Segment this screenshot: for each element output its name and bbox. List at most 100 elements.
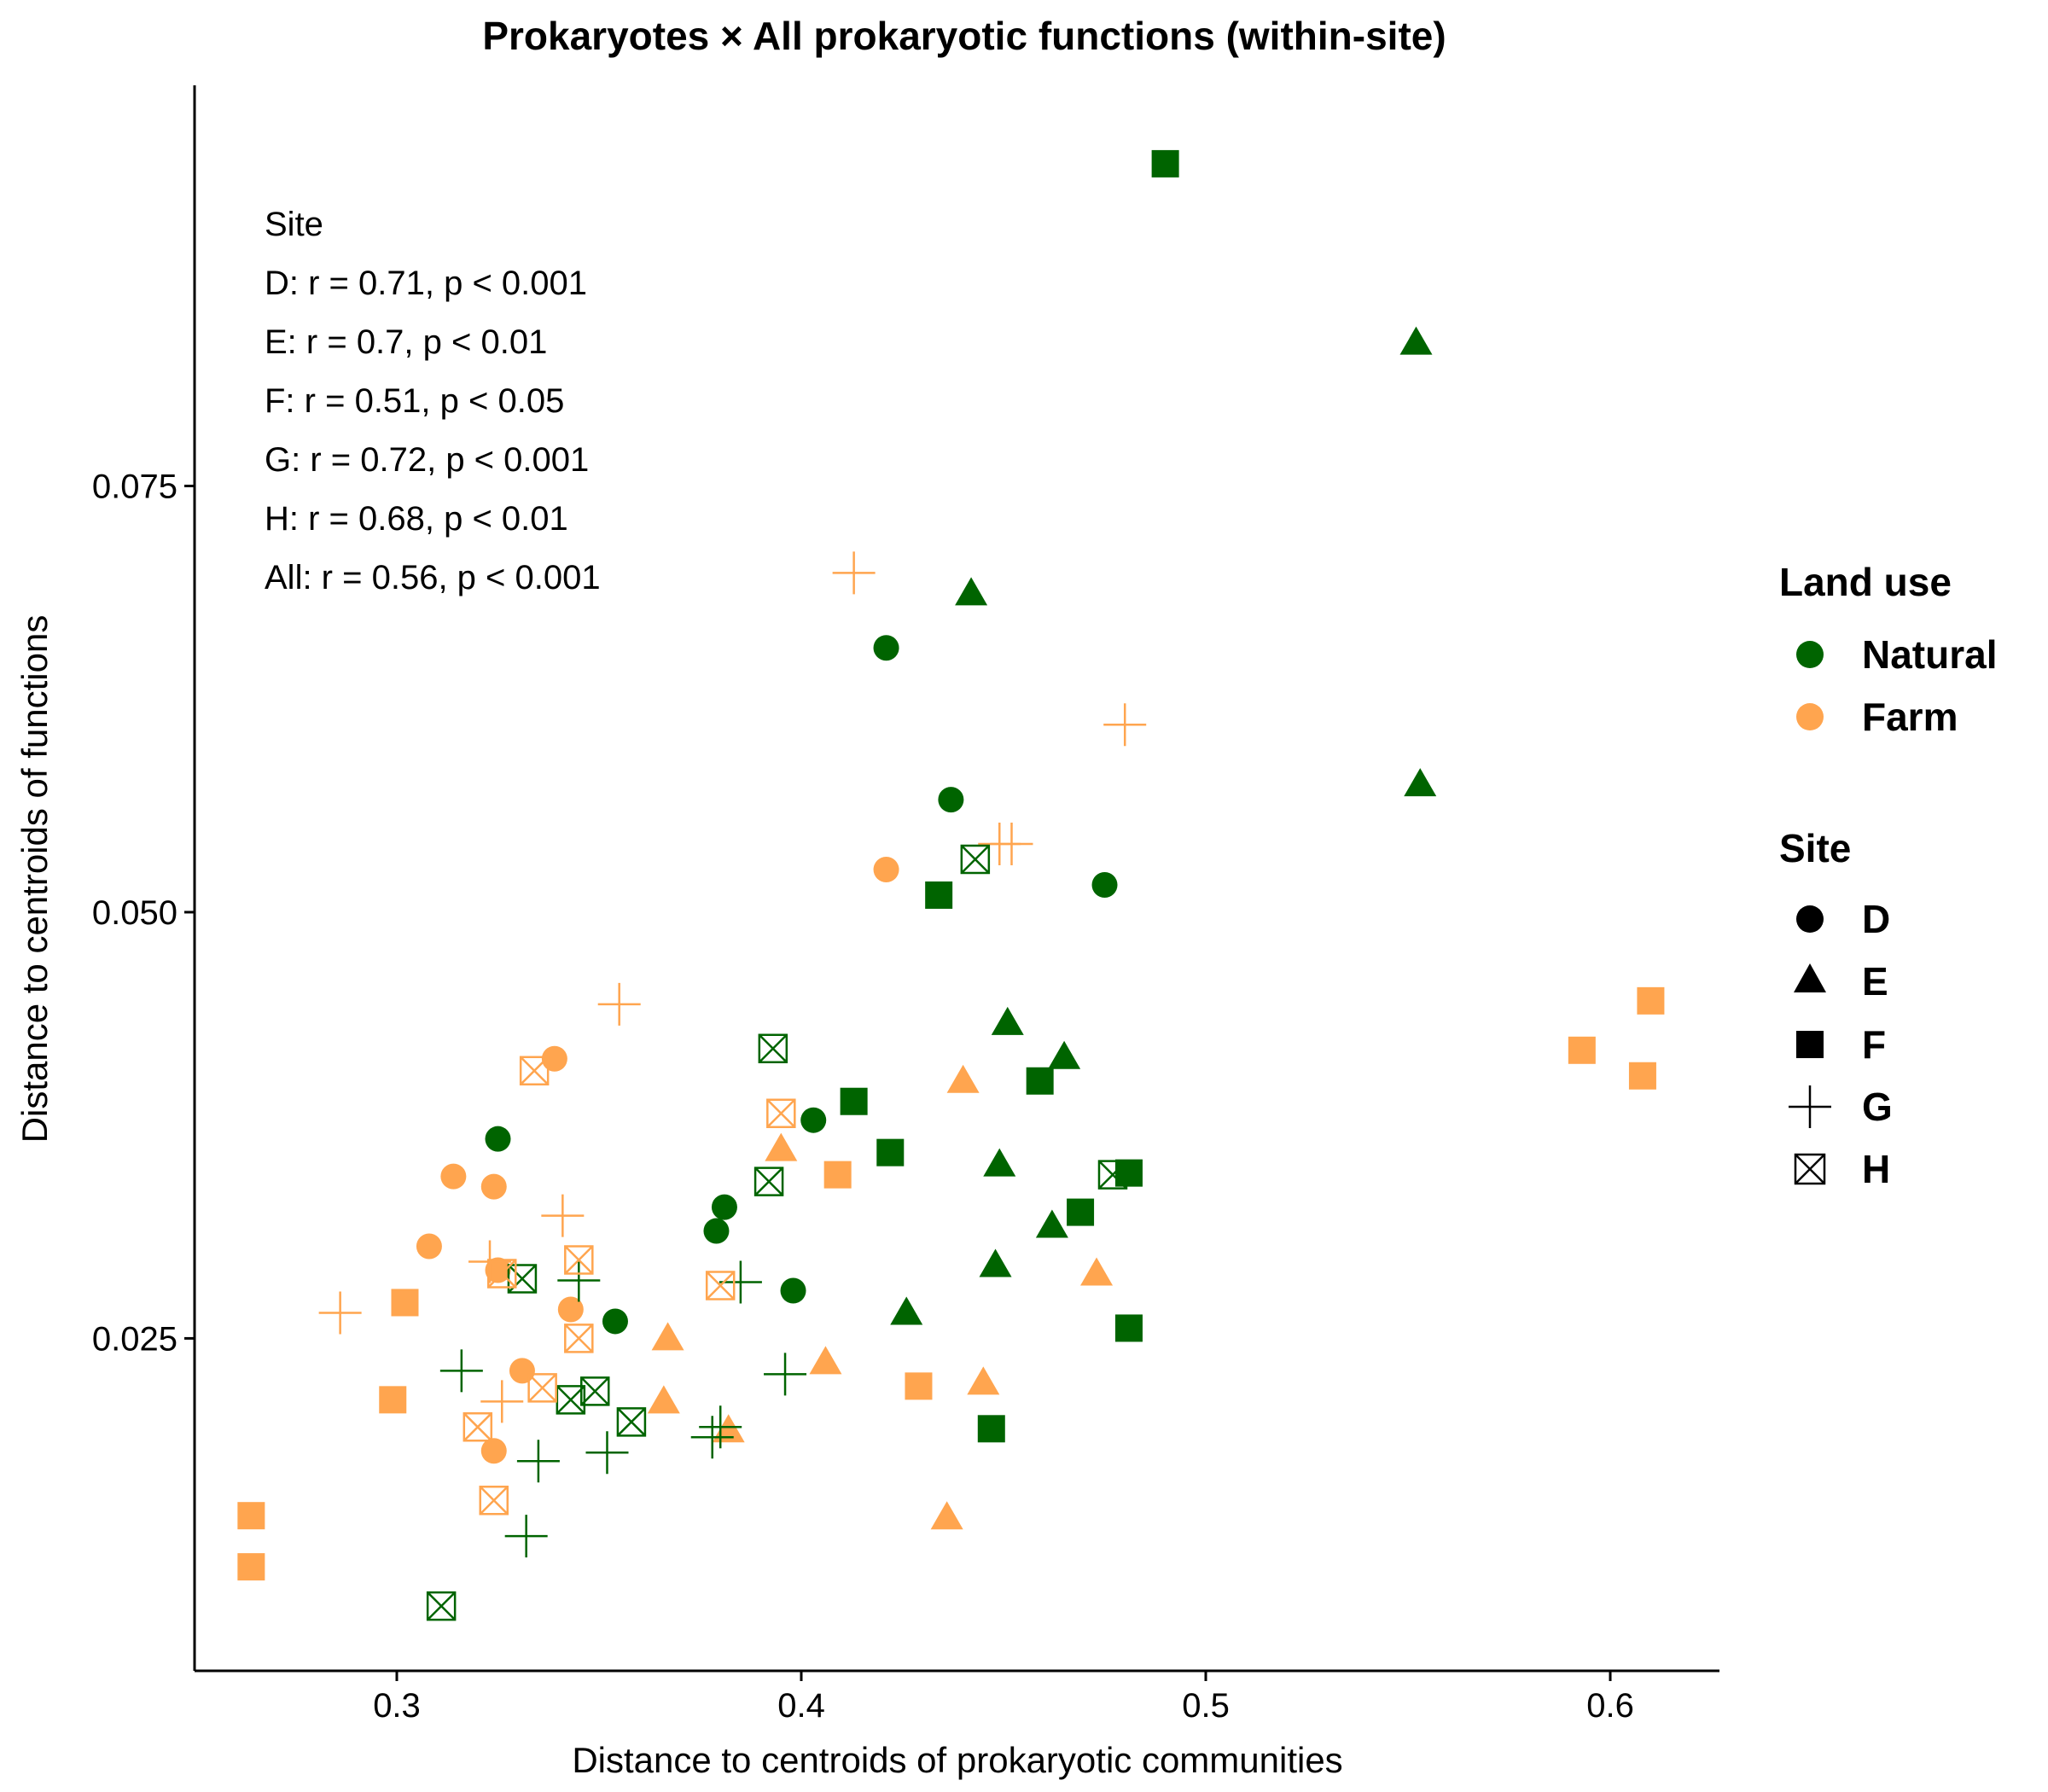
point-site-g-natural [719, 1260, 762, 1304]
annotation-heading: Site [265, 206, 323, 243]
point-site-f-natural [1026, 1067, 1054, 1095]
point-site-f-farm [391, 1289, 419, 1317]
point-site-f-natural [1151, 149, 1179, 177]
point-site-h-farm [519, 1056, 550, 1086]
point-site-d-natural [800, 1107, 827, 1133]
annotation-line-f: F: r = 0.51, p < 0.05 [265, 382, 564, 420]
point-site-g-farm [318, 1291, 362, 1335]
correlation-annotation: Site D: r = 0.71, p < 0.001 E: r = 0.7, … [265, 206, 601, 596]
legend-site-title: Site [1779, 826, 1851, 870]
plot-area [237, 149, 1665, 1621]
point-site-f-farm [379, 1386, 407, 1414]
point-site-e-farm [809, 1346, 842, 1375]
point-site-g-farm [541, 1194, 585, 1237]
point-site-e-natural [983, 1148, 1016, 1177]
legend-site-g-swatch [1789, 1085, 1831, 1128]
point-site-h-farm [463, 1412, 493, 1442]
point-site-e-natural [1035, 1209, 1068, 1238]
point-site-g-natural [516, 1440, 560, 1483]
point-site-g-farm [597, 982, 641, 1026]
point-site-d-natural [1091, 871, 1118, 898]
point-site-d-natural [873, 635, 899, 661]
point-site-d-farm [416, 1233, 442, 1260]
x-tick-label: 0.6 [1586, 1687, 1634, 1725]
legend-natural-label: Natural [1862, 632, 1997, 677]
point-site-f-farm [905, 1372, 933, 1400]
point-site-f-farm [1568, 1036, 1596, 1064]
point-site-g-farm [832, 551, 876, 595]
point-site-d-farm [480, 1173, 507, 1200]
annotation-line-g: G: r = 0.72, p < 0.001 [265, 441, 589, 479]
point-site-h-natural [426, 1591, 457, 1621]
legend-site-d-label: D [1862, 897, 1890, 941]
point-site-e-natural [991, 1006, 1024, 1035]
annotation-line-e: E: r = 0.7, p < 0.01 [265, 323, 547, 361]
legend: Land use Natural Farm Site D E F G H [1779, 560, 1997, 1191]
point-site-f-natural [840, 1087, 868, 1115]
point-site-h-farm [486, 1259, 517, 1289]
point-site-h-natural [556, 1385, 586, 1415]
y-tick-label: 0.025 [92, 1320, 177, 1358]
point-site-d-natural [602, 1308, 628, 1335]
point-site-e-natural [955, 577, 988, 606]
x-tick-label: 0.4 [777, 1687, 825, 1725]
point-site-h-natural [758, 1033, 788, 1064]
legend-site-e-swatch [1794, 963, 1826, 992]
legend-site-h-swatch [1794, 1153, 1826, 1185]
legend-natural-swatch [1796, 641, 1824, 668]
point-site-d-farm [557, 1296, 584, 1323]
y-tick-label: 0.075 [92, 468, 177, 505]
point-site-g-farm [990, 823, 1033, 866]
point-site-d-natural [711, 1194, 737, 1220]
point-site-f-natural [1114, 1314, 1143, 1342]
point-site-f-farm [823, 1161, 852, 1189]
legend-land-use-title: Land use [1779, 560, 1952, 604]
point-site-e-natural [1399, 326, 1433, 355]
y-tick-label: 0.050 [92, 894, 177, 932]
point-site-d-natural [780, 1277, 806, 1304]
point-site-e-natural [979, 1248, 1012, 1277]
point-site-h-farm [766, 1098, 796, 1128]
y-axis-label: Distance to centroids of functions [15, 615, 55, 1143]
point-site-g-natural [439, 1349, 483, 1393]
point-site-d-natural [485, 1126, 511, 1152]
point-site-f-natural [925, 881, 953, 909]
point-site-e-farm [1080, 1257, 1114, 1286]
legend-site-f-swatch [1796, 1031, 1824, 1058]
point-site-e-farm [651, 1322, 684, 1351]
point-site-h-farm [705, 1271, 736, 1300]
x-tick-label: 0.5 [1182, 1687, 1230, 1725]
point-site-f-farm [237, 1502, 265, 1530]
point-site-e-farm [765, 1132, 798, 1161]
point-site-e-farm [946, 1064, 980, 1093]
legend-farm-label: Farm [1862, 695, 1958, 739]
point-site-e-natural [890, 1296, 923, 1325]
point-site-f-farm [237, 1553, 265, 1581]
point-site-d-farm [480, 1438, 507, 1464]
legend-site-d-swatch [1796, 905, 1824, 933]
point-site-e-natural [1404, 768, 1437, 797]
legend-site-g-label: G [1862, 1085, 1893, 1129]
legend-farm-swatch [1796, 703, 1824, 730]
point-site-h-farm [527, 1373, 557, 1403]
point-site-g-farm [480, 1380, 524, 1423]
point-site-h-natural [580, 1376, 610, 1406]
point-site-f-natural [977, 1415, 1005, 1443]
point-site-f-natural [1067, 1198, 1095, 1226]
point-site-f-farm [1628, 1062, 1656, 1090]
point-site-h-natural [753, 1167, 784, 1196]
x-axis-label: Distance to centroids of prokaryotic com… [572, 1740, 1342, 1780]
point-site-e-farm [967, 1366, 1000, 1395]
point-site-g-natural [557, 1259, 601, 1302]
point-site-g-natural [764, 1353, 807, 1396]
point-site-h-farm [564, 1245, 594, 1275]
x-axis-ticks: 0.3 0.4 0.5 0.6 [373, 1671, 1634, 1725]
point-site-h-natural [960, 844, 991, 875]
legend-site-e-label: E [1862, 959, 1888, 1004]
point-site-d-natural [938, 787, 964, 813]
point-site-h-farm [564, 1324, 594, 1353]
point-site-g-natural [504, 1515, 548, 1558]
point-site-f-farm [1637, 986, 1665, 1015]
